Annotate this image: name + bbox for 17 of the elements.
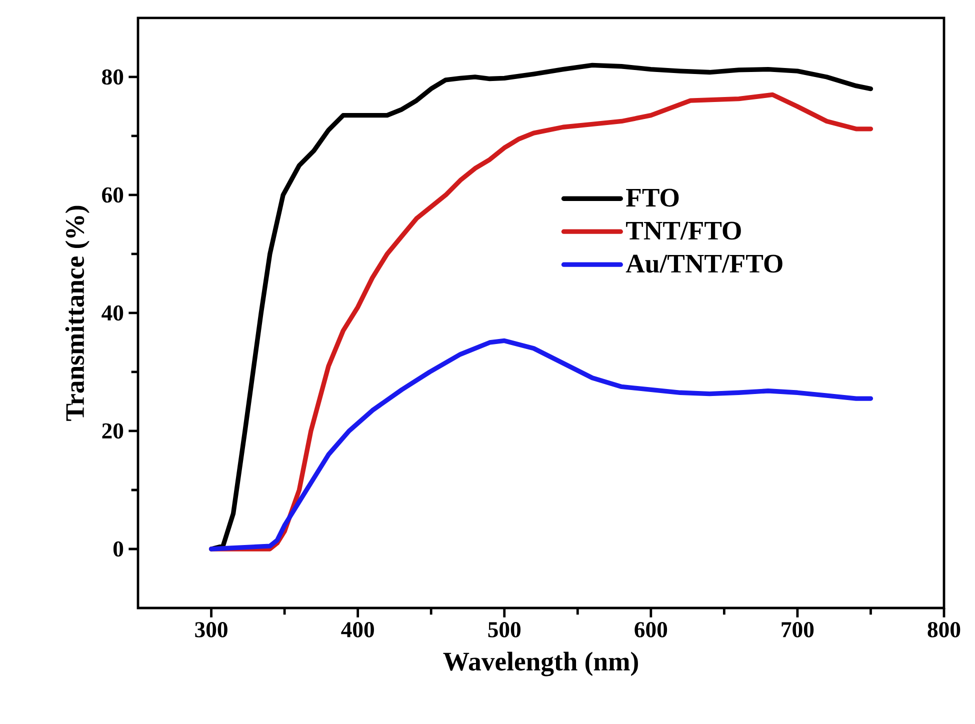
x-tick-label: 600 [634,622,668,638]
y-tick-label: 80 [102,69,124,85]
y-axis-title: Transmittance (%) [65,206,90,421]
x-tick-label: 500 [488,622,521,638]
x-tick-label: 700 [782,622,814,638]
legend-label: TNT/FTO [626,222,741,240]
x-axis-title: Wavelength (nm) [443,652,638,676]
y-tick-label: 40 [102,305,124,321]
x-tick-label: 300 [195,622,228,638]
line-series [208,338,874,552]
y-tick-label: 60 [102,187,124,203]
legend-label: FTO [626,188,679,207]
x-tick-label: 400 [341,622,374,638]
y-tick-label: 0 [113,541,124,557]
legend-label: Au/TNT/FTO [626,254,782,273]
x-tick-label: 800 [928,622,960,638]
y-tick-label: 20 [102,423,124,439]
